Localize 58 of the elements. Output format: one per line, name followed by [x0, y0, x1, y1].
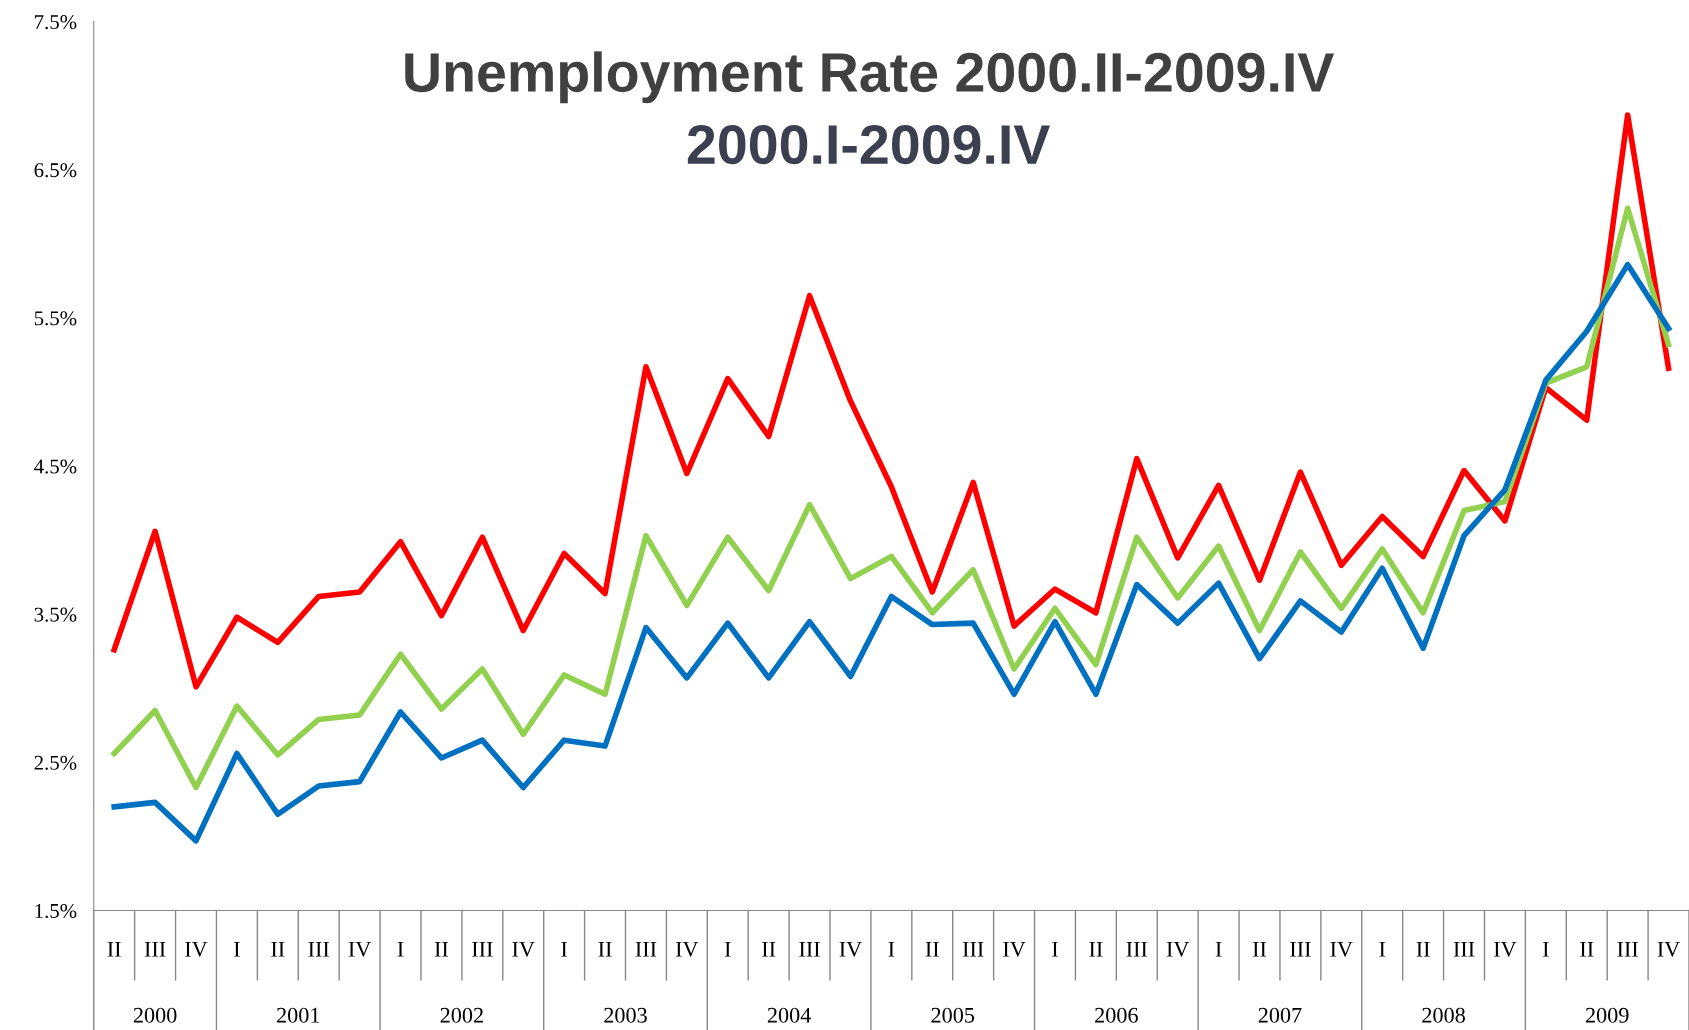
x-tick-label: II: [107, 941, 121, 957]
x-tick-label: I: [561, 941, 568, 957]
text: 2009: [1585, 1007, 1629, 1023]
x-tick-label: III: [1290, 941, 1311, 957]
y-tick-label: 1.5%: [35, 903, 77, 919]
x-tick-label: III: [962, 941, 984, 957]
x-tick-label: II: [434, 941, 449, 957]
x-tick-label: I: [724, 941, 731, 957]
x-tick-label: IV: [1330, 941, 1353, 957]
x-tick-label: IV: [185, 941, 208, 957]
text: 2002: [440, 1007, 483, 1023]
y-tick-label: 6.5%: [34, 163, 77, 178]
x-tick-label: I: [1379, 941, 1386, 957]
y-tick-label: 3.5%: [34, 607, 77, 622]
x-tick-label: III: [799, 941, 820, 957]
x-tick-label: II: [1580, 941, 1594, 957]
y-tick-label: 2.5%: [34, 755, 77, 770]
x-tick-label: IV: [675, 941, 699, 957]
x-tick-label: I: [1052, 941, 1058, 957]
x-tick-label: III: [308, 941, 330, 957]
x-tick-label: III: [1126, 941, 1148, 957]
text: 2006: [1095, 1007, 1138, 1023]
x-tick-label: I: [1215, 941, 1222, 957]
y-tick-label: 4.5%: [34, 459, 77, 474]
x-tick-label: III: [635, 941, 657, 957]
x-tick-label: II: [1416, 941, 1430, 957]
text: 2000: [133, 1007, 177, 1023]
x-tick-label: II: [762, 941, 776, 957]
x-tick-label: I: [397, 941, 404, 957]
x-tick-label: IV: [348, 941, 372, 957]
text: 2005: [931, 1007, 975, 1023]
x-tick-label: II: [1089, 941, 1103, 957]
text: 2003: [604, 1007, 647, 1023]
x-tick-label: IV: [1166, 941, 1190, 957]
y-tick-label: 5.5%: [34, 311, 77, 326]
text: Unemployment Rate 2000.II-2009.IV: [405, 51, 1335, 104]
text: 2004: [767, 1007, 811, 1023]
x-tick-label: II: [925, 941, 939, 957]
text: 2000.I-2009.IV: [687, 124, 1051, 165]
x-tick-label: III: [472, 941, 493, 957]
x-tick-label: I: [1542, 941, 1549, 957]
x-tick-label: III: [1617, 941, 1638, 957]
x-tick-label: II: [271, 941, 285, 957]
text: 2008: [1422, 1007, 1465, 1023]
x-tick-label: IV: [839, 941, 862, 957]
x-tick-label: II: [598, 941, 612, 957]
x-tick-label: III: [144, 941, 166, 957]
x-tick-label: IV: [1494, 941, 1517, 957]
x-tick-label: III: [1453, 941, 1475, 957]
x-tick-label: IV: [512, 941, 535, 957]
x-tick-label: I: [234, 941, 240, 957]
y-tick-label: 7.5%: [35, 15, 77, 30]
x-tick-label: IV: [1003, 941, 1026, 957]
x-tick-label: IV: [1657, 941, 1681, 957]
x-tick-label: I: [888, 941, 895, 957]
x-tick-label: II: [1252, 941, 1267, 957]
text: 2001: [277, 1007, 320, 1023]
text: 2007: [1258, 1007, 1302, 1023]
